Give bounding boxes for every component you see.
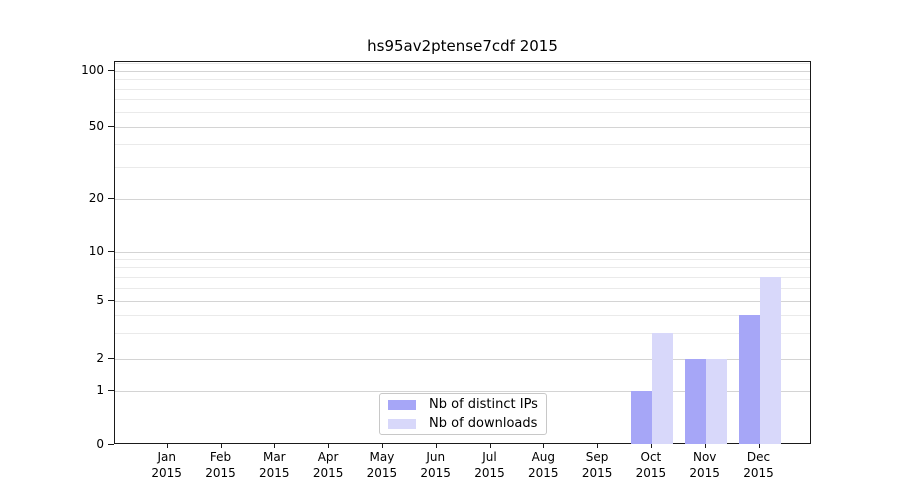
legend-label-distinct-ips: Nb of distinct IPs — [429, 397, 538, 412]
y-tick-mark — [108, 300, 114, 301]
x-tick-label-aug: Aug 2015 — [528, 450, 559, 480]
major-gridline — [115, 70, 810, 72]
legend-swatch-distinct-ips — [388, 399, 416, 410]
major-gridline — [115, 126, 810, 128]
bar-downloads-oct — [651, 333, 673, 444]
y-tick-label: 50 — [88, 118, 104, 133]
x-tick-mark — [704, 444, 706, 448]
y-tick-mark — [108, 357, 114, 359]
x-tick-mark — [435, 444, 437, 448]
minor-gridline — [115, 79, 810, 80]
y-tick-label: 20 — [88, 190, 104, 205]
minor-gridline — [115, 267, 810, 269]
plot-area: Nb of distinct IPs Nb of downloads — [114, 61, 811, 444]
major-gridline — [115, 301, 810, 302]
minor-gridline — [115, 277, 810, 278]
chart-title: hs95av2ptense7cdf 2015 — [367, 37, 558, 55]
minor-gridline — [115, 288, 810, 289]
legend-label-downloads: Nb of downloads — [429, 416, 538, 431]
x-tick-label-nov: Nov 2015 — [689, 450, 720, 480]
major-gridline — [115, 198, 810, 200]
bar-downloads-nov — [705, 358, 727, 444]
x-tick-mark — [597, 444, 599, 448]
legend: Nb of distinct IPs Nb of downloads — [379, 393, 547, 435]
x-tick-label-oct: Oct 2015 — [635, 450, 667, 480]
y-tick-mark — [108, 390, 114, 391]
x-tick-label-may: May 2015 — [366, 450, 398, 480]
y-tick-label: 1 — [96, 383, 104, 397]
legend-swatch-downloads — [388, 418, 416, 429]
y-tick-mark — [108, 125, 114, 127]
y-tick-mark — [108, 197, 114, 199]
minor-gridline — [115, 99, 810, 101]
bar-distinct-ips-dec — [738, 315, 760, 444]
minor-gridline — [115, 166, 810, 168]
y-tick-mark — [108, 69, 114, 71]
x-tick-label-feb: Feb 2015 — [205, 450, 236, 480]
x-tick-label-dec: Dec 2015 — [743, 450, 774, 480]
minor-gridline — [115, 88, 810, 90]
x-tick-mark — [758, 444, 760, 448]
x-tick-mark — [220, 444, 222, 448]
minor-gridline — [115, 259, 810, 260]
x-tick-label-sep: Sep 2015 — [581, 450, 613, 480]
minor-gridline — [115, 144, 810, 145]
x-tick-label-apr: Apr 2015 — [312, 450, 344, 480]
x-tick-mark — [650, 444, 652, 448]
x-tick-mark — [166, 444, 168, 448]
y-tick-label: 2 — [96, 350, 104, 365]
y-tick-label: 100 — [81, 62, 104, 77]
y-tick-label: 5 — [96, 293, 104, 307]
x-tick-mark — [381, 444, 383, 448]
x-tick-label-mar: Mar 2015 — [259, 450, 290, 480]
minor-gridline — [115, 333, 810, 335]
bar-distinct-ips-nov — [684, 358, 706, 444]
major-gridline — [115, 251, 810, 253]
y-tick-label: 0 — [96, 437, 104, 451]
minor-gridline — [115, 111, 810, 113]
bar-distinct-ips-oct — [630, 391, 652, 444]
x-tick-label-jan: Jan 2015 — [151, 450, 182, 480]
major-gridline — [115, 391, 810, 392]
bar-downloads-dec — [759, 277, 781, 444]
x-tick-label-jul: Jul 2015 — [474, 450, 505, 480]
legend-item-downloads: Nb of downloads — [388, 415, 538, 432]
y-tick-mark — [108, 444, 114, 445]
x-tick-mark — [489, 444, 491, 448]
x-tick-mark — [274, 444, 276, 448]
x-tick-mark — [543, 444, 545, 448]
minor-gridline — [115, 315, 810, 316]
major-gridline — [115, 358, 810, 360]
y-tick-mark — [108, 250, 114, 252]
x-tick-label-jun: Jun 2015 — [420, 450, 451, 480]
x-tick-mark — [328, 444, 330, 448]
minor-gridline — [115, 62, 810, 64]
legend-item-distinct-ips: Nb of distinct IPs — [388, 396, 538, 413]
y-tick-label: 10 — [88, 243, 104, 258]
